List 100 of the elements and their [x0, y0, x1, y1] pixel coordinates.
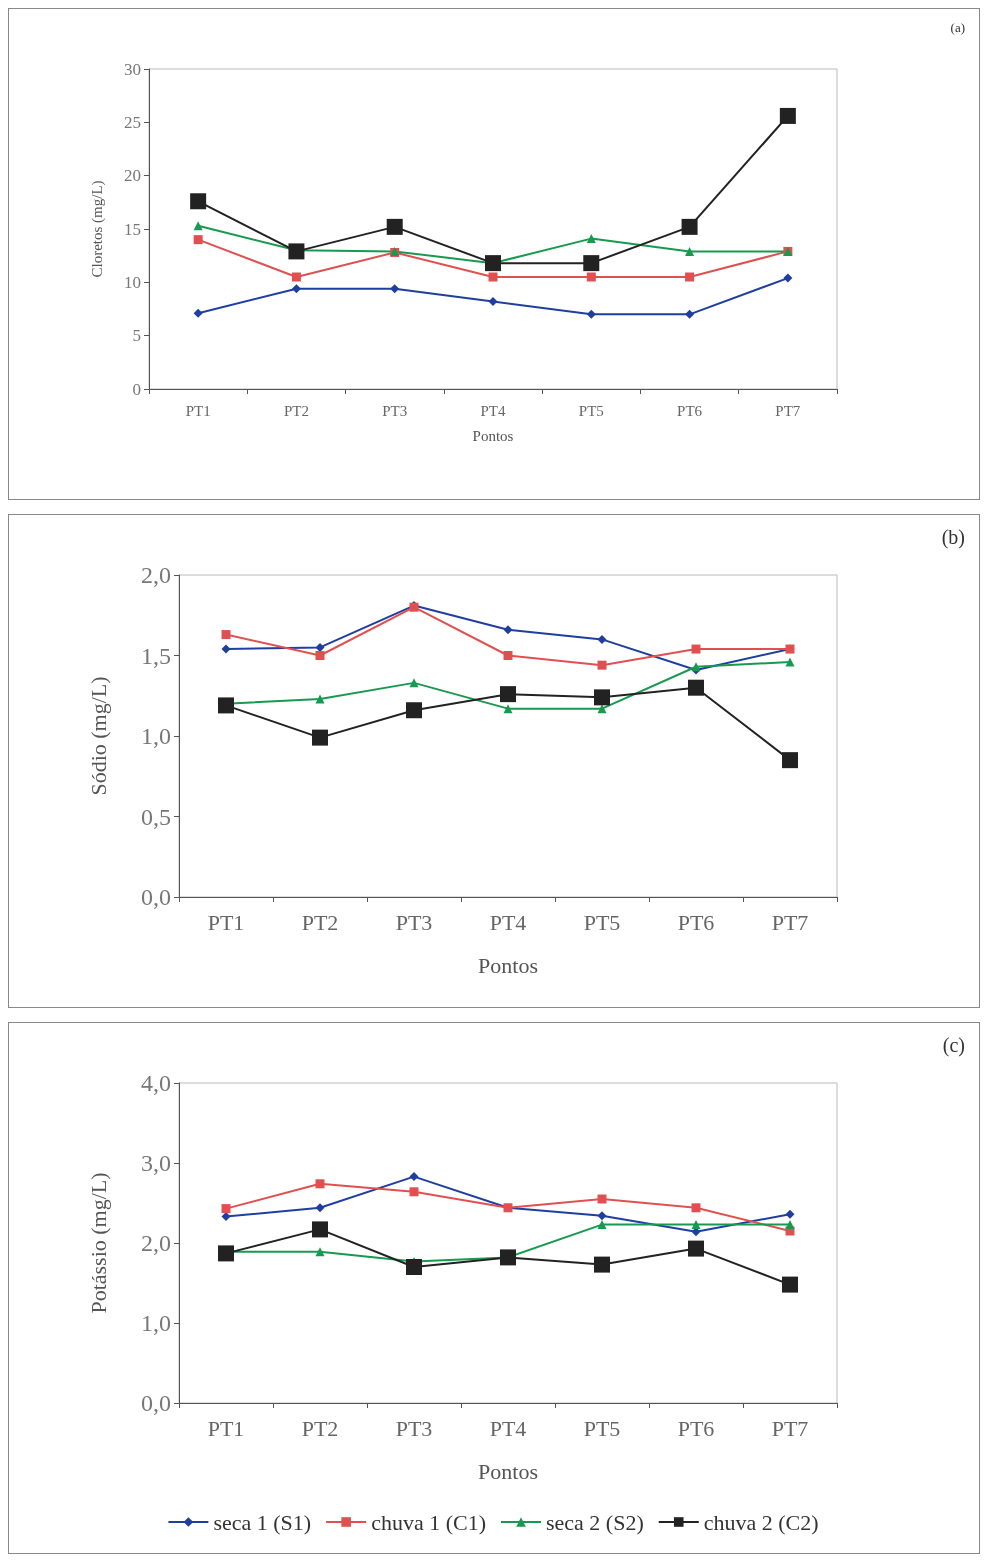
y-tick-label: 0,5 [141, 803, 171, 830]
x-tick-label: PT5 [583, 1415, 621, 1441]
point [488, 272, 498, 282]
point [315, 642, 325, 652]
y-tick-label: 25 [124, 112, 141, 132]
x-tick-label: PT6 [677, 909, 715, 935]
y-tick-label: 1,5 [141, 642, 171, 669]
point [218, 1245, 234, 1262]
x-tick-label: PT1 [207, 909, 245, 935]
x-tick-label: PT7 [771, 909, 809, 935]
x-tick-label: PT1 [207, 1415, 245, 1441]
point [221, 644, 231, 654]
point [193, 308, 203, 318]
x-tick-label: PT2 [301, 1415, 339, 1441]
y-axis-title: Cloretos (mg/L) [88, 180, 106, 278]
point [785, 657, 795, 667]
y-tick-label: 15 [124, 219, 141, 239]
point [597, 634, 607, 644]
y-tick-label: 2,0 [141, 562, 171, 588]
x-tick-label: PT3 [382, 402, 408, 419]
x-tick-label: PT5 [578, 402, 604, 419]
x-tick-label: PT6 [677, 1415, 715, 1441]
point [312, 729, 328, 746]
point [586, 272, 596, 282]
x-axis-title: Pontos [478, 952, 538, 978]
x-tick-label: PT5 [583, 909, 621, 935]
point [688, 1240, 704, 1257]
x-tick-label: PT2 [283, 402, 309, 419]
point [685, 309, 695, 319]
x-tick-label: PT2 [301, 909, 339, 935]
point [785, 1220, 795, 1230]
legend-label: seca 2 (S2) [546, 1509, 644, 1535]
y-tick-label: 20 [124, 166, 141, 186]
point [500, 686, 516, 703]
y-axis-title: Potássio (mg/L) [85, 1172, 111, 1314]
point [315, 1203, 325, 1213]
point [503, 651, 513, 660]
point [386, 218, 403, 235]
legend-label: chuva 1 (C1) [371, 1509, 486, 1535]
point [500, 1249, 516, 1266]
point [685, 246, 695, 256]
y-tick-label: 10 [124, 272, 141, 292]
point [409, 678, 419, 688]
x-tick-label: PT4 [480, 402, 506, 419]
legend-label: seca 1 (S1) [213, 1509, 312, 1535]
point [312, 1221, 328, 1238]
point [597, 1220, 607, 1230]
point [691, 1203, 701, 1213]
y-tick-label: 5 [132, 326, 141, 346]
point [315, 1179, 325, 1189]
point [406, 1259, 422, 1275]
text: (b) [941, 526, 966, 549]
point [409, 1187, 419, 1197]
point [783, 273, 793, 283]
x-tick-label: PT3 [395, 1415, 433, 1441]
y-tick-label: 0 [132, 379, 141, 399]
point [688, 679, 704, 696]
point [597, 660, 607, 670]
point [586, 309, 596, 319]
point [315, 694, 325, 704]
x-axis-title: Pontos [478, 1458, 538, 1484]
y-tick-label: 3,0 [141, 1150, 171, 1176]
point [691, 644, 701, 654]
point [409, 1172, 419, 1182]
point [503, 704, 513, 714]
x-tick-label: PT1 [185, 402, 211, 419]
point [315, 1247, 325, 1257]
y-tick-label: 1,0 [141, 1310, 171, 1336]
point [221, 630, 231, 640]
point [594, 689, 610, 706]
point [221, 1212, 231, 1222]
point [597, 1211, 607, 1221]
text: (a) [950, 20, 966, 35]
point [691, 1220, 701, 1230]
point [782, 752, 798, 769]
point [685, 272, 695, 282]
x-tick-label: PT7 [775, 402, 801, 419]
point [390, 284, 400, 294]
y-tick-label: 0,0 [141, 884, 171, 910]
point [190, 193, 207, 210]
point [782, 1276, 798, 1293]
y-tick-label: 2,0 [141, 1230, 171, 1256]
point [488, 297, 498, 307]
point [315, 651, 325, 660]
point [291, 284, 301, 294]
y-axis-title: Sódio (mg/L) [85, 676, 111, 796]
y-tick-label: 30 [124, 59, 141, 79]
y-tick-label: 1,0 [141, 723, 171, 749]
x-tick-label: PT4 [489, 1415, 527, 1441]
point [681, 218, 698, 235]
x-tick-label: PT4 [489, 909, 527, 935]
text: (c) [942, 1034, 966, 1057]
point [597, 1194, 607, 1204]
point [288, 243, 305, 260]
point [291, 272, 301, 282]
x-tick-label: PT6 [677, 402, 703, 419]
x-tick-label: PT7 [771, 1415, 809, 1441]
point [193, 235, 203, 245]
x-tick-label: PT3 [395, 909, 433, 935]
point [485, 255, 501, 272]
